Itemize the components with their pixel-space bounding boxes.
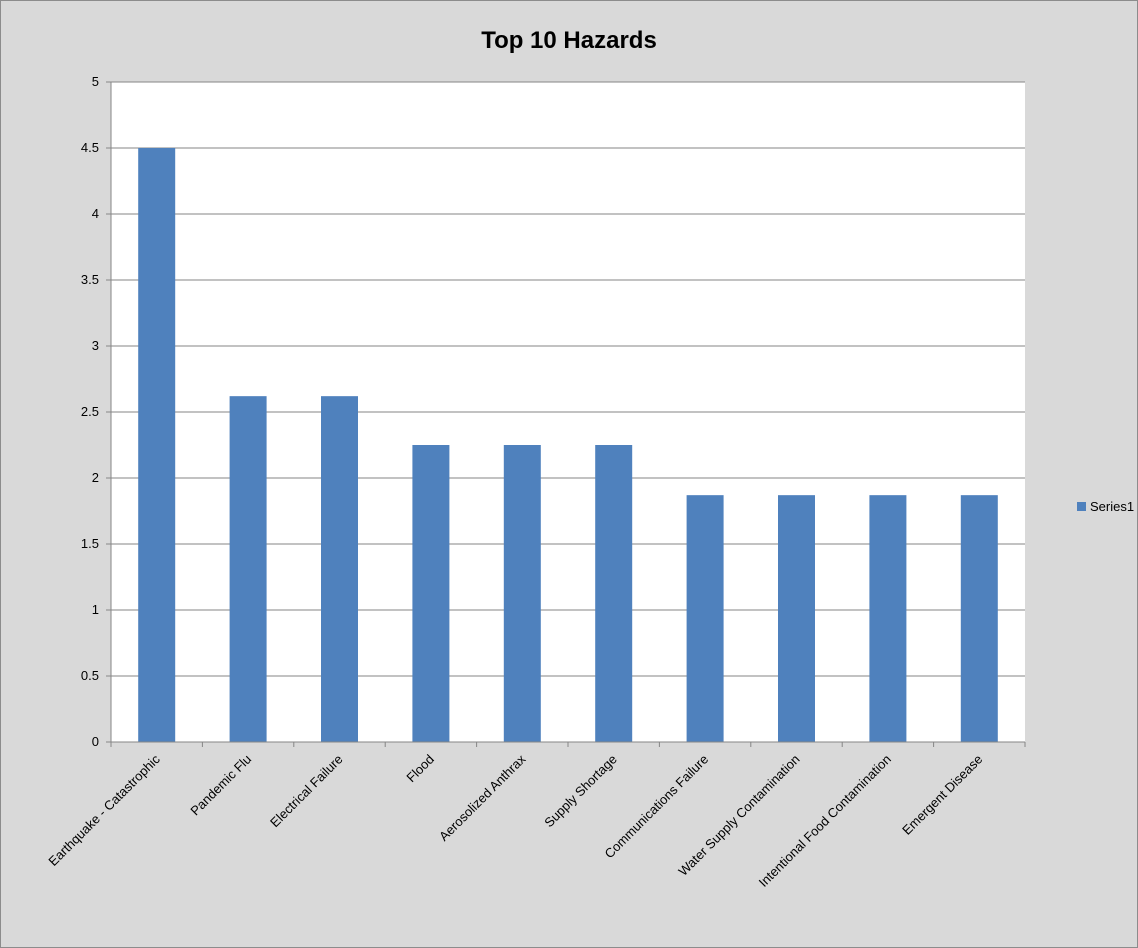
y-tick-label: 4.5 bbox=[81, 140, 99, 155]
y-tick-label: 3 bbox=[92, 338, 99, 353]
y-tick-label: 2.5 bbox=[81, 404, 99, 419]
legend-label: Series1 bbox=[1090, 499, 1134, 514]
bar bbox=[960, 495, 998, 742]
x-axis-tick-labels: Earthquake - Catastrophic Pandemic Flu Ele… bbox=[45, 751, 985, 890]
y-tick-label: 3.5 bbox=[81, 272, 99, 287]
x-tick-label: Pandemic Flu bbox=[187, 752, 254, 819]
x-tick-label: Electrical Failure bbox=[267, 752, 346, 831]
bar bbox=[778, 495, 815, 742]
x-tick-label: Earthquake - Catastrophic bbox=[45, 751, 163, 869]
chart-title: Top 10 Hazards bbox=[481, 27, 657, 54]
bar bbox=[869, 495, 907, 742]
bar bbox=[412, 445, 450, 742]
bar bbox=[321, 396, 358, 742]
y-tick-label: 2 bbox=[92, 470, 99, 485]
y-tick-label: 0.5 bbox=[81, 668, 99, 683]
bars bbox=[138, 148, 998, 742]
y-tick-label: 0 bbox=[92, 734, 99, 749]
y-tick-label: 5 bbox=[92, 74, 99, 89]
x-tick-label: Emergent Disease bbox=[899, 752, 985, 838]
x-tick-label: Supply Shortage bbox=[541, 752, 620, 831]
bar bbox=[229, 396, 267, 742]
legend: Series1 bbox=[1077, 499, 1134, 514]
y-axis-tick-labels: 0 0.5 1 1.5 2 2.5 3 3.5 4 4.5 5 bbox=[81, 74, 99, 749]
x-tick-label: Communications Failure bbox=[601, 752, 711, 862]
bar bbox=[686, 495, 724, 742]
y-tick-label: 1 bbox=[92, 602, 99, 617]
bar bbox=[503, 445, 541, 742]
axes bbox=[106, 81, 1026, 747]
y-tick-label: 1.5 bbox=[81, 536, 99, 551]
x-tick-label: Flood bbox=[403, 752, 437, 786]
bar bbox=[138, 148, 176, 742]
x-tick-label: Aerosolized Anthrax bbox=[436, 751, 529, 844]
y-tick-label: 4 bbox=[92, 206, 99, 221]
legend-swatch bbox=[1077, 502, 1086, 511]
bar bbox=[595, 445, 633, 742]
